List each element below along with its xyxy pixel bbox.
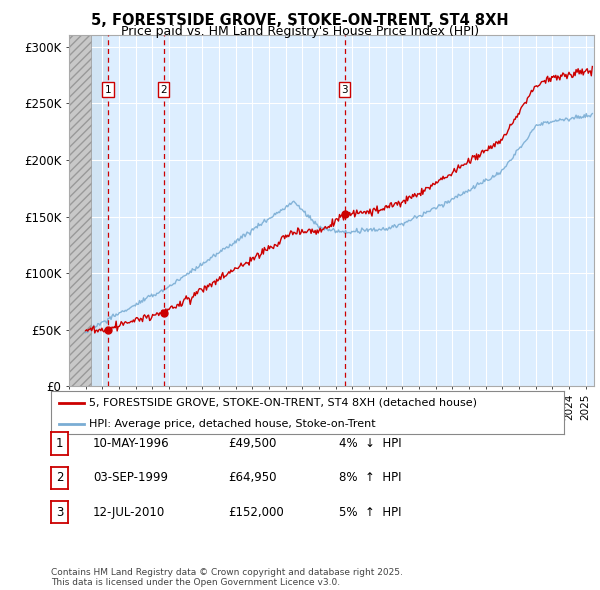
- Text: Contains HM Land Registry data © Crown copyright and database right 2025.
This d: Contains HM Land Registry data © Crown c…: [51, 568, 403, 587]
- Text: 03-SEP-1999: 03-SEP-1999: [93, 471, 168, 484]
- Bar: [91, 35, 109, 386]
- Text: 8%  ↑  HPI: 8% ↑ HPI: [339, 471, 401, 484]
- Text: 3: 3: [56, 506, 63, 519]
- Text: 2: 2: [160, 85, 167, 95]
- Text: Price paid vs. HM Land Registry's House Price Index (HPI): Price paid vs. HM Land Registry's House …: [121, 25, 479, 38]
- Text: 1: 1: [105, 85, 112, 95]
- Text: 3: 3: [341, 85, 348, 95]
- Bar: [69, 35, 91, 386]
- Text: 10-MAY-1996: 10-MAY-1996: [93, 437, 170, 450]
- Text: 1: 1: [56, 437, 63, 450]
- Text: 4%  ↓  HPI: 4% ↓ HPI: [339, 437, 401, 450]
- Text: HPI: Average price, detached house, Stoke-on-Trent: HPI: Average price, detached house, Stok…: [89, 419, 376, 430]
- Text: 5, FORESTSIDE GROVE, STOKE-ON-TRENT, ST4 8XH (detached house): 5, FORESTSIDE GROVE, STOKE-ON-TRENT, ST4…: [89, 398, 478, 408]
- Text: 5, FORESTSIDE GROVE, STOKE-ON-TRENT, ST4 8XH: 5, FORESTSIDE GROVE, STOKE-ON-TRENT, ST4…: [91, 13, 509, 28]
- Text: 2: 2: [56, 471, 63, 484]
- Text: 5%  ↑  HPI: 5% ↑ HPI: [339, 506, 401, 519]
- Text: 12-JUL-2010: 12-JUL-2010: [93, 506, 165, 519]
- Text: £152,000: £152,000: [228, 506, 284, 519]
- Text: £49,500: £49,500: [228, 437, 277, 450]
- Text: £64,950: £64,950: [228, 471, 277, 484]
